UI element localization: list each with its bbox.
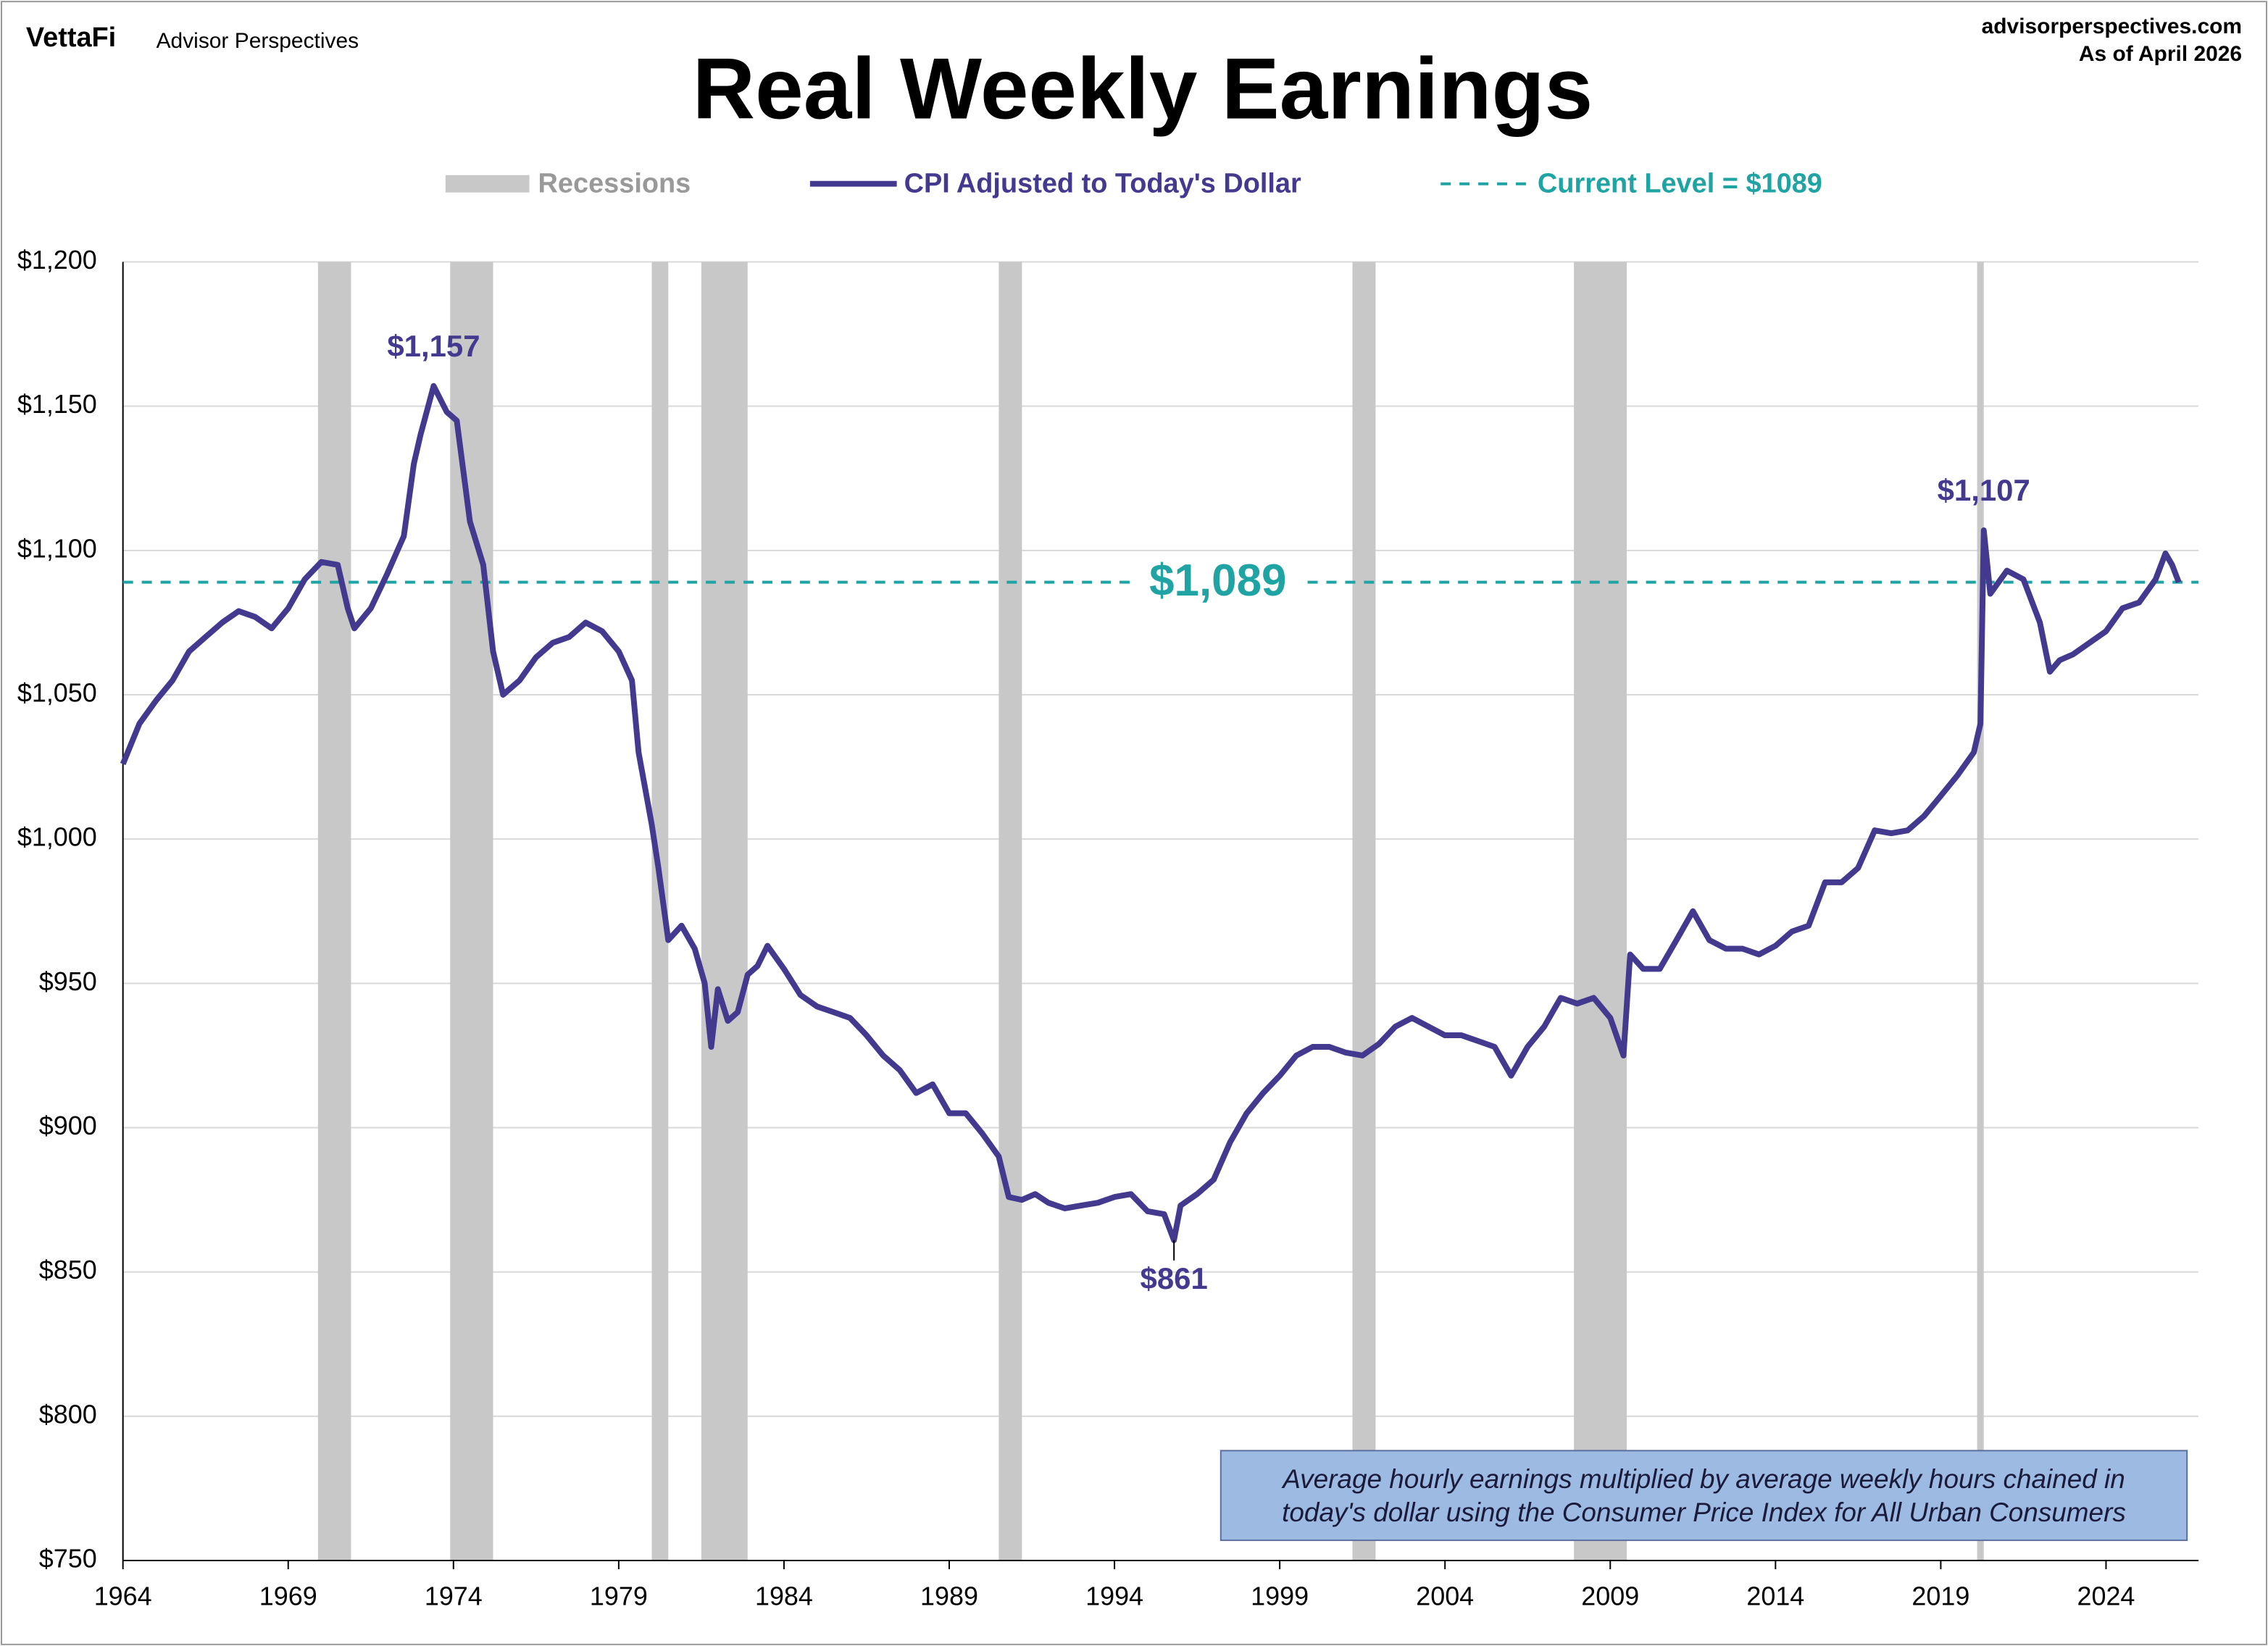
annotation: $861 — [1141, 1261, 1208, 1295]
note-line: today's dollar using the Consumer Price … — [1282, 1497, 2126, 1527]
website: advisorperspectives.com — [1982, 14, 2242, 38]
recession-band — [1352, 262, 1376, 1561]
legend-recession-swatch — [445, 175, 530, 193]
y-tick-label: $1,150 — [17, 389, 97, 419]
x-tick-label: 1979 — [590, 1581, 648, 1611]
recession-band — [651, 262, 669, 1561]
x-tick-label: 2014 — [1746, 1581, 1804, 1611]
annotation: $1,157 — [387, 329, 480, 363]
y-tick-label: $1,000 — [17, 822, 97, 852]
recession-band — [998, 262, 1022, 1561]
y-tick-label: $950 — [39, 966, 97, 996]
y-tick-label: $1,050 — [17, 677, 97, 707]
x-tick-label: 2004 — [1416, 1581, 1474, 1611]
y-tick-label: $750 — [39, 1544, 97, 1574]
x-tick-label: 1974 — [425, 1581, 483, 1611]
x-tick-label: 1984 — [755, 1581, 813, 1611]
annotation: $1,107 — [1938, 473, 2030, 507]
y-tick-label: $1,200 — [17, 245, 97, 275]
recession-band — [317, 262, 351, 1561]
recession-band — [450, 262, 493, 1561]
x-tick-label: 1994 — [1085, 1581, 1143, 1611]
data-line — [120, 383, 2182, 1243]
note-box — [1220, 1450, 2188, 1542]
publisher: Advisor Perspectives — [157, 29, 359, 53]
recession-band — [1574, 262, 1627, 1561]
brand: VettaFi — [26, 22, 116, 53]
x-tick-label: 1964 — [94, 1581, 152, 1611]
legend-series: CPI Adjusted to Today's Dollar — [904, 169, 1301, 199]
x-tick-label: 1969 — [259, 1581, 317, 1611]
x-tick-label: 2024 — [2077, 1581, 2135, 1611]
reference-label-bg — [1131, 553, 1302, 611]
legend-recession: Recessions — [538, 169, 691, 199]
y-tick-label: $1,100 — [17, 533, 97, 563]
x-tick-label: 1989 — [920, 1581, 978, 1611]
reference-label: $1,089 — [1149, 556, 1286, 606]
y-tick-label: $850 — [39, 1255, 97, 1284]
as-of: As of April 2026 — [2079, 42, 2242, 66]
chart-title: Real Weekly Earnings — [693, 41, 1593, 138]
legend-reference: Current Level = $1089 — [1538, 169, 1822, 199]
y-tick-label: $900 — [39, 1111, 97, 1140]
x-tick-label: 2009 — [1581, 1581, 1639, 1611]
y-tick-label: $800 — [39, 1399, 97, 1429]
x-tick-label: 1999 — [1251, 1581, 1309, 1611]
recession-band — [1977, 262, 1984, 1561]
recession-band — [701, 262, 748, 1561]
note-line: Average hourly earnings multiplied by av… — [1281, 1464, 2125, 1494]
x-tick-label: 2019 — [1911, 1581, 1969, 1611]
